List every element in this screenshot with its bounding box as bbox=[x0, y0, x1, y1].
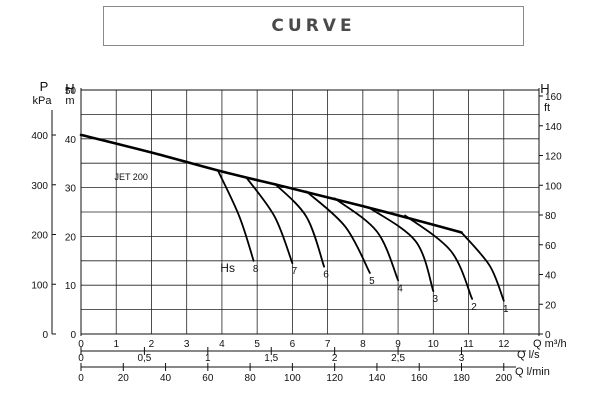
q-lmin-tick-label: 160 bbox=[411, 373, 428, 384]
q-m3h-tick-label: 1 bbox=[113, 339, 119, 350]
h-m-tick-label: 0 bbox=[70, 330, 76, 341]
q-lmin-tick-label: 180 bbox=[453, 373, 470, 384]
h-ft-tick-label: 20 bbox=[545, 300, 557, 311]
q-m3h-tick-label: 5 bbox=[254, 339, 260, 350]
series-label-hs-4: 4 bbox=[397, 283, 403, 294]
q-lmin-tick-label: 80 bbox=[245, 373, 257, 384]
h-m-axis-unit: m bbox=[65, 95, 74, 107]
h-m-tick-label: 20 bbox=[65, 232, 77, 243]
p-kpa-axis-unit: kPa bbox=[33, 95, 53, 107]
q-lmin-tick-label: 100 bbox=[284, 373, 301, 384]
q-m3h-tick-label: 6 bbox=[290, 339, 296, 350]
q-lmin-tick-label: 200 bbox=[495, 373, 512, 384]
series-curve-hs-7 bbox=[245, 176, 294, 265]
series-label-hs-3: 3 bbox=[433, 294, 439, 305]
h-ft-tick-label: 60 bbox=[545, 241, 557, 252]
series-label-hs-8: 8 bbox=[253, 264, 259, 275]
series-label-hs-1: 1 bbox=[503, 304, 509, 315]
q-lmin-tick-label: 140 bbox=[369, 373, 386, 384]
q-m3h-tick-label: 0 bbox=[78, 339, 84, 350]
h-ft-axis-unit: ft bbox=[544, 102, 550, 114]
q-ls-tick-label: 3 bbox=[459, 353, 465, 364]
h-ft-tick-label: 120 bbox=[545, 152, 562, 163]
q-lmin-tick-label: 40 bbox=[160, 373, 172, 384]
h-m-tick-label: 10 bbox=[65, 281, 77, 292]
h-ft-tick-label: 80 bbox=[545, 211, 557, 222]
title-frame: CURVE bbox=[103, 6, 524, 46]
series-label-hs-7: 7 bbox=[292, 266, 298, 277]
series-curve-hs-3 bbox=[369, 207, 435, 292]
series-label-hs-5: 5 bbox=[369, 276, 375, 287]
h-ft-tick-label: 140 bbox=[545, 122, 562, 133]
q-lmin-tick-label: 60 bbox=[202, 373, 214, 384]
q-ls-tick-label: 2,5 bbox=[391, 353, 405, 364]
q-lmin-tick-label: 0 bbox=[78, 373, 84, 384]
q-m3h-tick-label: 12 bbox=[498, 339, 510, 350]
h-m-tick-label: 40 bbox=[65, 135, 77, 146]
p-kpa-tick-label: 300 bbox=[31, 181, 48, 192]
h-m-tick-label: 50 bbox=[65, 86, 77, 97]
q-lmin-tick-label: 120 bbox=[326, 373, 343, 384]
h-ft-tick-label: 100 bbox=[545, 181, 562, 192]
series-curve-hs-1 bbox=[460, 231, 505, 302]
q-ls-axis-title: Q l/s bbox=[517, 349, 540, 361]
series-curve-hs-4 bbox=[333, 197, 399, 282]
h-ft-axis-title: H bbox=[540, 81, 549, 96]
q-m3h-tick-label: 11 bbox=[463, 339, 474, 350]
q-m3h-tick-label: 3 bbox=[184, 339, 190, 350]
q-ls-tick-label: 1 bbox=[205, 353, 211, 364]
h-m-tick-label: 30 bbox=[65, 184, 77, 195]
series-label-hs-2: 2 bbox=[471, 302, 477, 313]
q-m3h-tick-label: 8 bbox=[360, 339, 366, 350]
q-lmin-axis-title: Q l/min bbox=[515, 366, 550, 378]
hs-label: Hs bbox=[220, 261, 235, 275]
q-lmin-tick-label: 20 bbox=[118, 373, 130, 384]
p-kpa-tick-label: 0 bbox=[42, 330, 48, 341]
h-ft-tick-label: 0 bbox=[545, 330, 551, 341]
q-ls-tick-label: 2 bbox=[332, 353, 338, 364]
q-ls-tick-label: 0,5 bbox=[137, 353, 151, 364]
main-performance-curve bbox=[79, 133, 463, 234]
q-m3h-tick-label: 7 bbox=[325, 339, 331, 350]
series-label-hs-6: 6 bbox=[323, 270, 329, 281]
series-curve-hs-6 bbox=[273, 182, 325, 268]
chart-title: CURVE bbox=[271, 16, 356, 36]
p-kpa-axis-title: P bbox=[40, 79, 49, 94]
q-ls-tick-label: 1,5 bbox=[264, 353, 278, 364]
series-curve-hs-2 bbox=[404, 214, 473, 300]
q-m3h-tick-label: 9 bbox=[395, 339, 401, 350]
q-m3h-tick-label: 2 bbox=[149, 339, 155, 350]
p-kpa-tick-label: 400 bbox=[31, 131, 48, 142]
series-curve-hs-8 bbox=[217, 170, 255, 262]
h-ft-tick-label: 40 bbox=[545, 271, 557, 282]
p-kpa-tick-label: 100 bbox=[31, 280, 48, 291]
q-m3h-axis-title: Q m³/h bbox=[533, 338, 567, 350]
p-kpa-tick-label: 200 bbox=[31, 231, 48, 242]
h-m-axis-title: H bbox=[65, 81, 74, 96]
h-ft-tick-label: 160 bbox=[545, 92, 562, 103]
series-curve-hs-5 bbox=[305, 190, 371, 274]
model-label: JET 200 bbox=[114, 172, 147, 182]
q-m3h-tick-label: 4 bbox=[219, 339, 225, 350]
q-m3h-tick-label: 10 bbox=[428, 339, 440, 350]
q-ls-tick-label: 0 bbox=[78, 353, 84, 364]
